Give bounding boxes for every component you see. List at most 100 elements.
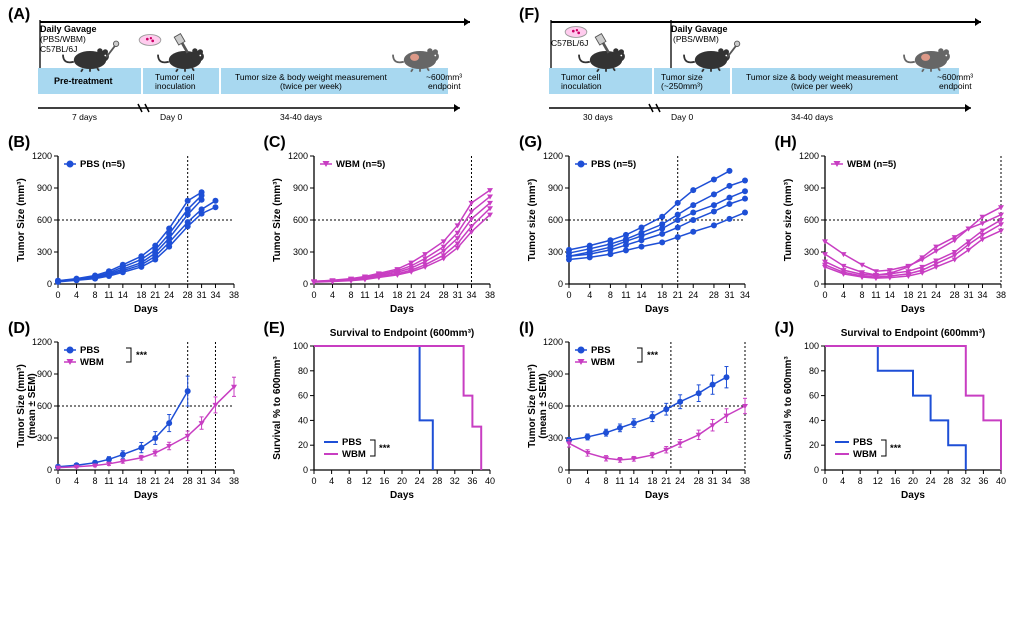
svg-text:0: 0 (566, 476, 571, 486)
panel-label: (J) (775, 320, 795, 338)
svg-text:900: 900 (292, 183, 307, 193)
svg-text:0: 0 (47, 279, 52, 289)
svg-text:8: 8 (93, 290, 98, 300)
svg-text:300: 300 (803, 247, 818, 257)
svg-text:36: 36 (467, 476, 477, 486)
svg-text:Days: Days (901, 304, 925, 315)
svg-text:21: 21 (406, 290, 416, 300)
svg-text:(~250mm³): (~250mm³) (661, 81, 703, 91)
svg-text:38: 38 (229, 476, 239, 486)
svg-text:1200: 1200 (32, 151, 52, 161)
svg-text:20: 20 (907, 476, 917, 486)
svg-text:4: 4 (585, 476, 590, 486)
svg-text:900: 900 (37, 183, 52, 193)
svg-text:Tumor size (mm³): Tumor size (mm³) (783, 179, 794, 262)
svg-text:1200: 1200 (798, 151, 818, 161)
svg-text:900: 900 (548, 183, 563, 193)
svg-text:24: 24 (688, 290, 698, 300)
svg-text:0: 0 (558, 279, 563, 289)
svg-text:100: 100 (292, 341, 307, 351)
svg-text:28: 28 (183, 290, 193, 300)
svg-text:80: 80 (297, 366, 307, 376)
svg-text:20: 20 (808, 440, 818, 450)
svg-text:300: 300 (292, 247, 307, 257)
svg-text:28: 28 (432, 476, 442, 486)
svg-text:11: 11 (104, 290, 113, 300)
svg-text:Days: Days (390, 490, 414, 501)
svg-text:Day 0: Day 0 (160, 112, 182, 122)
svg-text:WBM (n=5): WBM (n=5) (847, 159, 896, 170)
panel-label: (H) (775, 134, 797, 152)
svg-text:40: 40 (995, 476, 1005, 486)
panel-C: (C)03006009001200048111418212428313438Da… (266, 138, 504, 316)
svg-text:24: 24 (925, 476, 935, 486)
svg-text:1200: 1200 (287, 151, 307, 161)
svg-text:Survival % to 600mm³: Survival % to 600mm³ (783, 356, 794, 460)
svg-text:0: 0 (822, 290, 827, 300)
svg-text:C57BL/6J: C57BL/6J (40, 44, 77, 54)
svg-text:0: 0 (302, 279, 307, 289)
svg-text:34-40 days: 34-40 days (280, 112, 322, 122)
panel-A: (A)Daily Gavage(PBS/WBM)C57BL/6JPre-trea… (10, 10, 503, 130)
svg-text:PBS: PBS (342, 437, 362, 448)
svg-text:38: 38 (484, 290, 494, 300)
panel-I: (I)03006009001200048111418212428313438Da… (521, 324, 759, 502)
svg-text:7 days: 7 days (72, 112, 97, 122)
svg-text:34: 34 (210, 290, 220, 300)
svg-text:31: 31 (197, 290, 207, 300)
svg-text:60: 60 (808, 391, 818, 401)
svg-text:WBM: WBM (342, 449, 366, 460)
svg-text:600: 600 (37, 215, 52, 225)
svg-text:0: 0 (302, 465, 307, 475)
svg-text:Tumor size (mm³): Tumor size (mm³) (527, 179, 538, 262)
svg-text:WBM: WBM (80, 357, 104, 368)
svg-text:31: 31 (963, 290, 973, 300)
svg-text:900: 900 (37, 369, 52, 379)
svg-text:inoculation: inoculation (155, 81, 196, 91)
svg-text:14: 14 (629, 476, 639, 486)
svg-text:1200: 1200 (32, 337, 52, 347)
svg-text:4: 4 (840, 476, 845, 486)
svg-text:16: 16 (379, 476, 389, 486)
svg-text:Days: Days (645, 490, 669, 501)
svg-text:28: 28 (438, 290, 448, 300)
panel-F: (F)C57BL/6JDaily Gavage(PBS/WBM)Tumor ce… (521, 10, 1014, 130)
svg-text:21: 21 (917, 290, 927, 300)
svg-text:8: 8 (348, 290, 353, 300)
svg-text:0: 0 (558, 465, 563, 475)
svg-text:4: 4 (330, 290, 335, 300)
panel-J: (J)Survival to Endpoint (600mm³)02040608… (777, 324, 1015, 502)
svg-text:PBS (n=5): PBS (n=5) (591, 159, 636, 170)
svg-text:80: 80 (808, 366, 818, 376)
svg-text:28: 28 (183, 476, 193, 486)
svg-text:900: 900 (548, 369, 563, 379)
svg-text:34-40 days: 34-40 days (791, 112, 833, 122)
svg-text:11: 11 (615, 476, 624, 486)
svg-text:0: 0 (311, 290, 316, 300)
svg-text:18: 18 (136, 476, 146, 486)
svg-text:8: 8 (346, 476, 351, 486)
svg-text:21: 21 (150, 476, 160, 486)
svg-text:34: 34 (977, 290, 987, 300)
svg-text:(twice per week): (twice per week) (280, 81, 342, 91)
svg-text:8: 8 (604, 476, 609, 486)
svg-text:20: 20 (396, 476, 406, 486)
svg-text:30 days: 30 days (583, 112, 613, 122)
svg-text:***: *** (890, 443, 901, 454)
svg-text:21: 21 (661, 476, 671, 486)
svg-text:Pre-treatment: Pre-treatment (54, 76, 113, 86)
svg-text:C57BL/6J: C57BL/6J (551, 38, 588, 48)
svg-text:Day 0: Day 0 (671, 112, 693, 122)
svg-text:14: 14 (373, 290, 383, 300)
svg-text:***: *** (647, 350, 658, 361)
svg-text:Tumor Size (mm³)(mean ± SEM): Tumor Size (mm³)(mean ± SEM) (16, 364, 38, 448)
svg-text:PBS: PBS (591, 345, 611, 356)
svg-text:28: 28 (694, 476, 704, 486)
svg-text:4: 4 (841, 290, 846, 300)
panel-H: (H)03006009001200048111418212428313438Da… (777, 138, 1015, 316)
svg-text:31: 31 (708, 476, 718, 486)
svg-text:Days: Days (645, 304, 669, 315)
svg-text:WBM: WBM (853, 449, 877, 460)
svg-text:0: 0 (55, 476, 60, 486)
svg-text:Days: Days (134, 304, 158, 315)
